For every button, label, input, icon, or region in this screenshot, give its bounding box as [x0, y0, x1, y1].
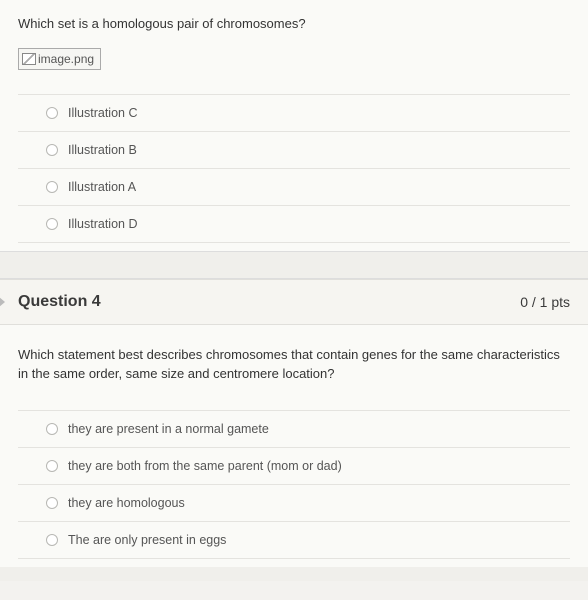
radio-icon [46, 423, 58, 435]
radio-icon [46, 107, 58, 119]
radio-icon [46, 497, 58, 509]
answer-option[interactable]: they are present in a normal gamete [18, 410, 570, 447]
broken-image-icon [22, 53, 36, 65]
question-4-prompt: Which statement best describes chromosom… [18, 345, 570, 384]
question-4-points: 0 / 1 pts [520, 294, 570, 310]
answer-option[interactable]: Illustration A [18, 168, 570, 205]
broken-image-alt: image.png [38, 52, 94, 66]
answer-label: they are homologous [68, 496, 185, 510]
answer-label: they are present in a normal gamete [68, 422, 269, 436]
answer-option[interactable]: they are both from the same parent (mom … [18, 447, 570, 484]
answer-option[interactable]: Illustration C [18, 94, 570, 131]
bottom-spacer [0, 567, 588, 581]
question-4-header: Question 4 0 / 1 pts [0, 279, 588, 325]
radio-icon [46, 460, 58, 472]
question-4-body: Which statement best describes chromosom… [0, 325, 588, 567]
question-4-title: Question 4 [18, 293, 101, 311]
answer-option[interactable]: Illustration D [18, 205, 570, 243]
answer-label: Illustration B [68, 143, 137, 157]
answer-label: Illustration C [68, 106, 137, 120]
answer-label: Illustration A [68, 180, 136, 194]
radio-icon [46, 181, 58, 193]
chevron-right-icon [0, 296, 5, 308]
answer-label: The are only present in eggs [68, 533, 226, 547]
radio-icon [46, 218, 58, 230]
radio-icon [46, 144, 58, 156]
answer-option[interactable]: The are only present in eggs [18, 521, 570, 559]
question-1-answers: Illustration C Illustration B Illustrati… [18, 94, 570, 243]
question-1-body: Which set is a homologous pair of chromo… [0, 0, 588, 251]
answer-label: Illustration D [68, 217, 137, 231]
question-separator [0, 251, 588, 279]
broken-image-placeholder: image.png [18, 48, 101, 70]
question-1-prompt: Which set is a homologous pair of chromo… [18, 14, 570, 34]
radio-icon [46, 534, 58, 546]
answer-option[interactable]: they are homologous [18, 484, 570, 521]
answer-option[interactable]: Illustration B [18, 131, 570, 168]
answer-label: they are both from the same parent (mom … [68, 459, 342, 473]
question-4-answers: they are present in a normal gamete they… [18, 410, 570, 559]
